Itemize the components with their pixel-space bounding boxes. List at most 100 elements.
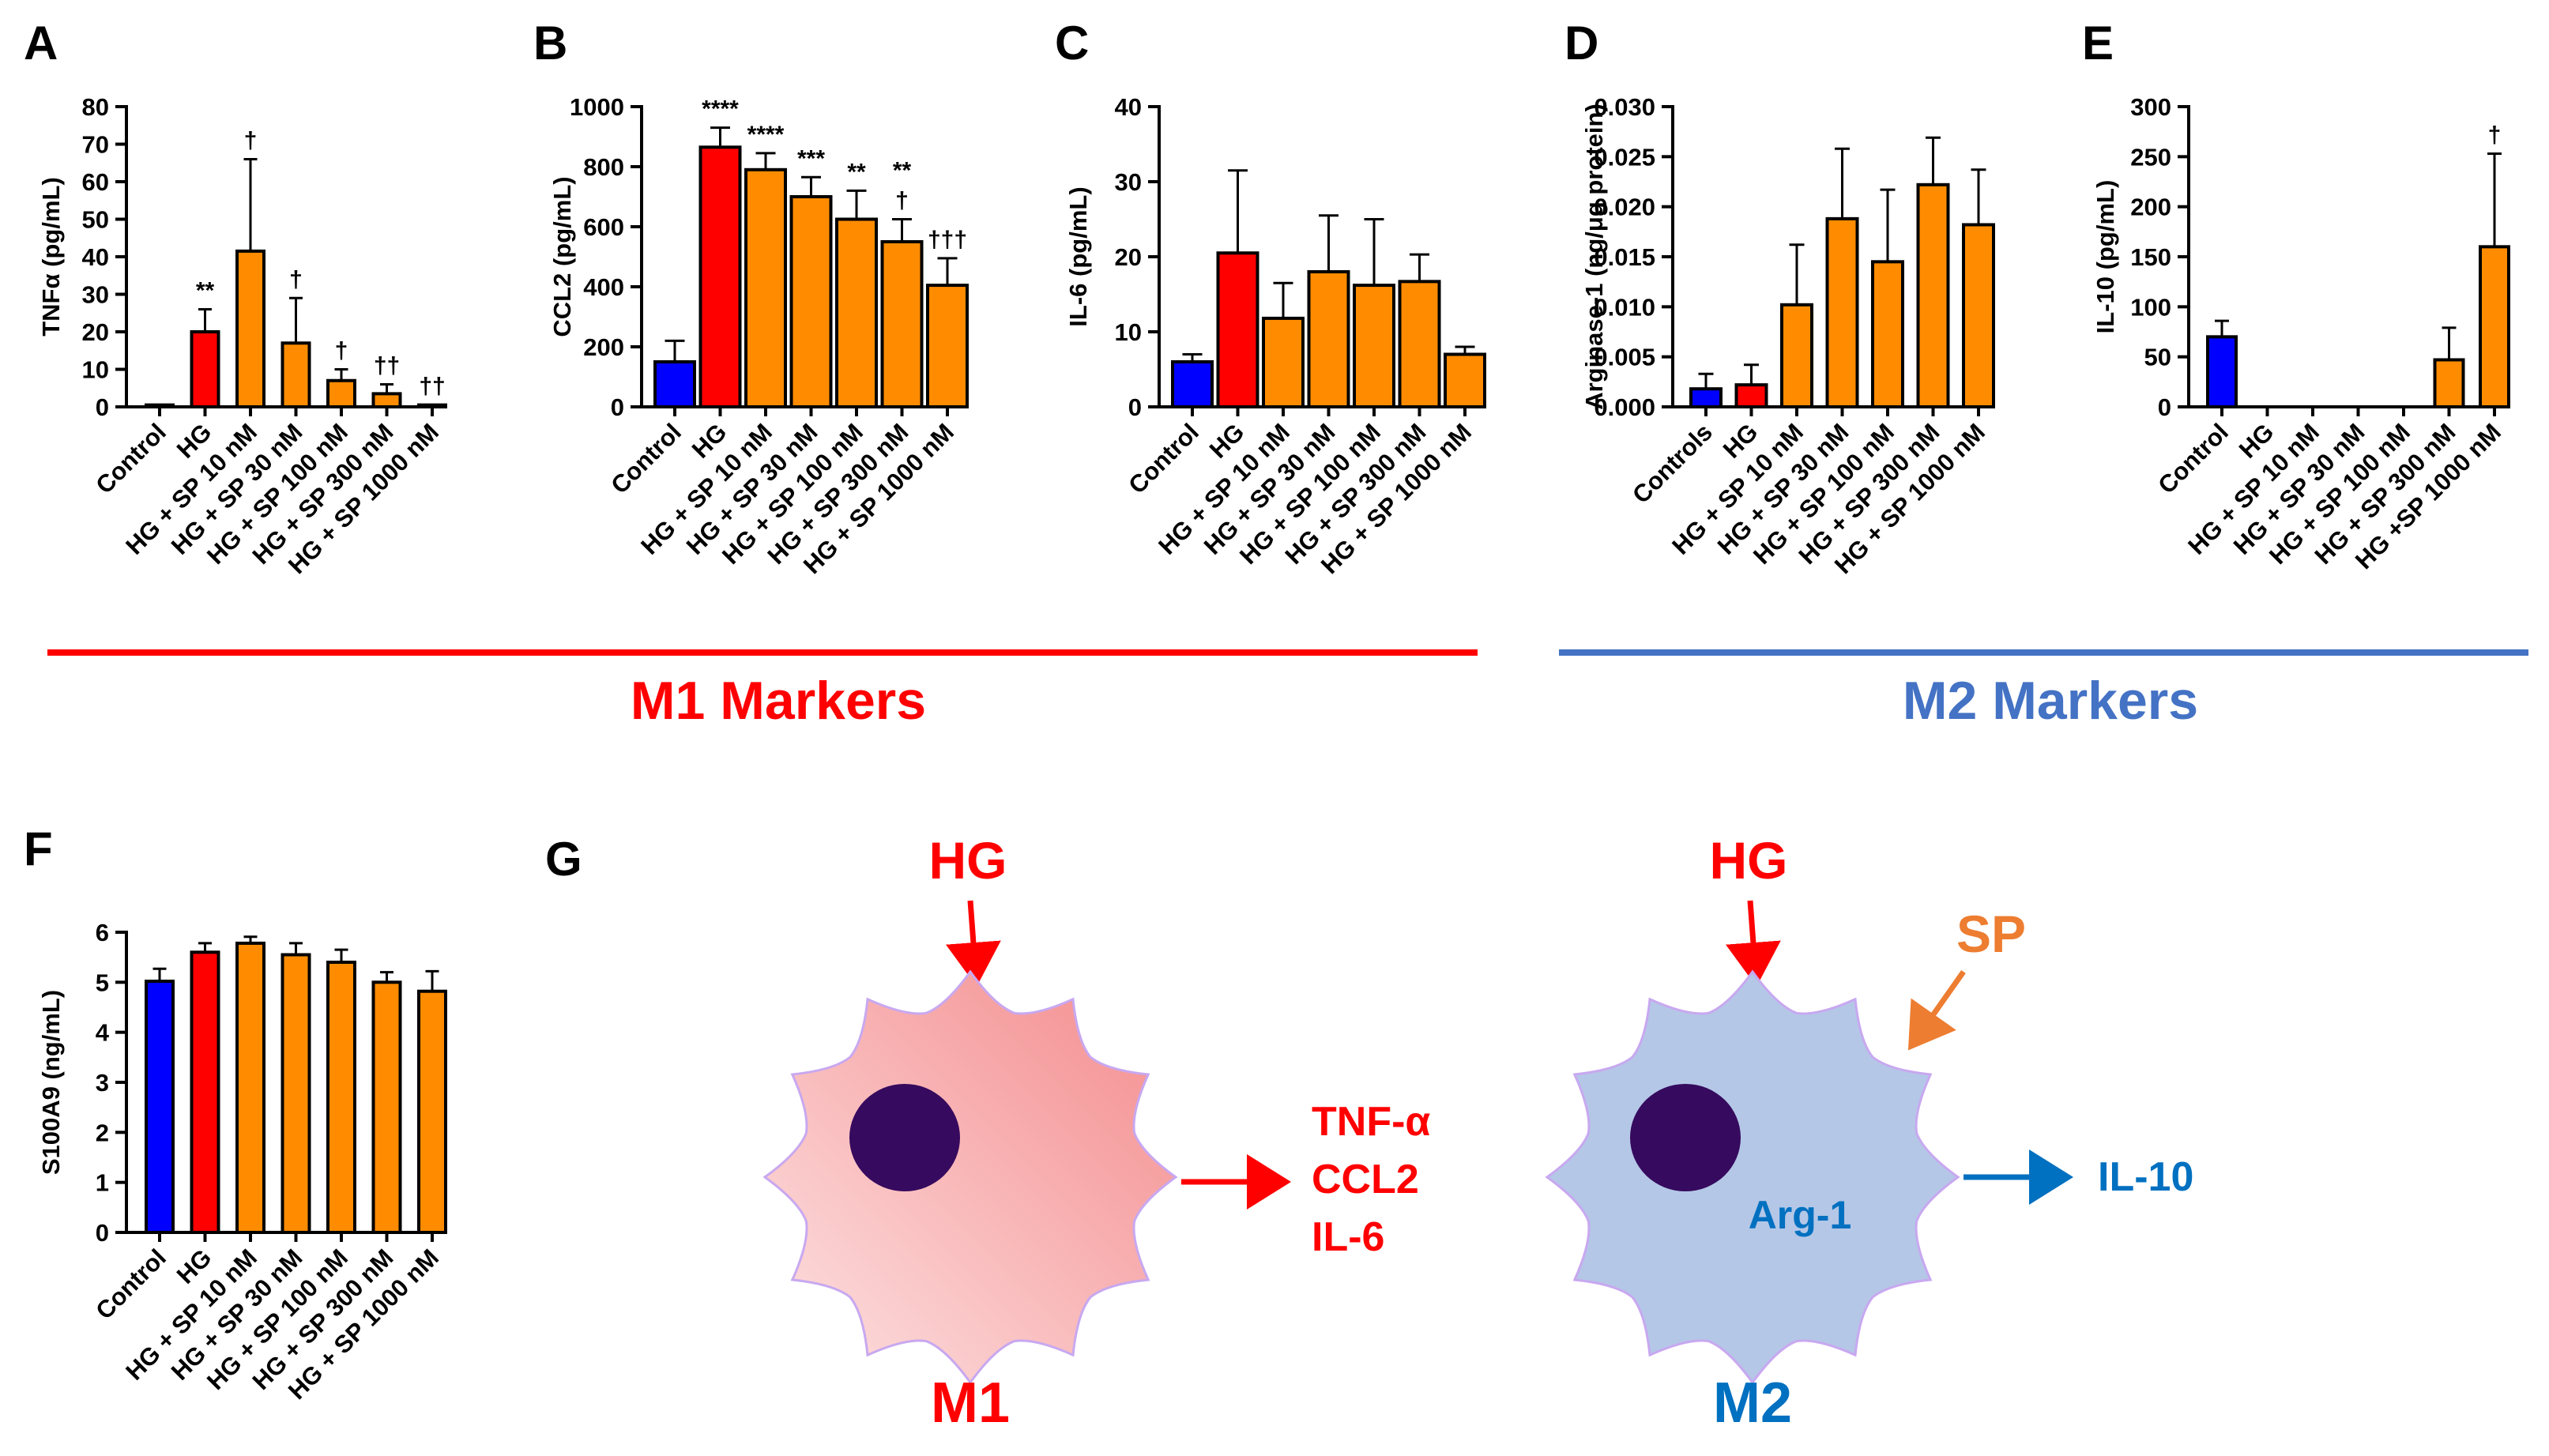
panel-d-category-label: Controls <box>1627 418 1718 509</box>
panel-e-ylabel: IL-10 (pg/mL) <box>2092 180 2119 334</box>
panel-a-bar <box>371 392 402 408</box>
panel-b-significance: ** <box>893 158 912 184</box>
panel-f-ytick-label: 1 <box>96 1169 109 1197</box>
panel-a-ytick-label: 10 <box>82 356 109 384</box>
panel-b-ytick-label: 0 <box>611 393 624 421</box>
panel-e-ytick-label: 0 <box>2158 393 2171 421</box>
panel-b-ytick-label: 1000 <box>570 93 624 121</box>
panel-c-bar <box>1216 251 1259 408</box>
panel-f-bar <box>326 961 356 1234</box>
panel-a-ytick-label: 20 <box>82 318 109 346</box>
panel-d-bar <box>1734 383 1768 408</box>
panel-d-bar <box>1871 260 1904 409</box>
panel-b-significance: **** <box>702 96 739 122</box>
panel-e-significance: † <box>2488 122 2502 149</box>
panel-c-ylabel: IL-6 (pg/mL) <box>1064 186 1092 326</box>
panel-c-bar <box>1262 316 1305 408</box>
panel-f-bar <box>371 980 402 1235</box>
panel-f-ylabel: S100A9 (ng/mL) <box>37 990 65 1175</box>
panel-b-significance: **** <box>747 122 785 148</box>
panel-a-ytick-label: 30 <box>82 281 109 309</box>
panel-a-bar <box>145 403 175 408</box>
panel-a-ytick-label: 0 <box>96 393 109 421</box>
panel-d-ylabel: Arginase-1 (ng/μg protein) <box>1580 103 1608 410</box>
panel-e-ytick-label: 100 <box>2130 293 2171 321</box>
panel-f-bar <box>235 941 265 1235</box>
m2-output-il10: IL-10 <box>2098 1154 2193 1200</box>
m2-markers-label: M2 Markers <box>1903 671 2198 731</box>
panel-c-category-label: Control <box>1123 418 1204 499</box>
panel-c-bar <box>1171 360 1214 408</box>
panel-e-ytick-label: 50 <box>2144 344 2171 371</box>
panel-b-significance: ** <box>847 159 866 185</box>
panel-e-ytick-label: 200 <box>2130 194 2171 221</box>
panel-d-ytick-label: 0.020 <box>1594 194 1655 221</box>
panel-a-ylabel: TNFα (pg/mL) <box>37 177 65 337</box>
panel-d-ytick-label: 0.005 <box>1594 344 1655 371</box>
panel-c-ytick-label: 20 <box>1115 243 1142 271</box>
m2-arg1-label: Arg-1 <box>1749 1193 1852 1237</box>
panel-f-letter: F <box>24 822 53 875</box>
panel-e-ytick-label: 300 <box>2130 93 2171 121</box>
panel-d-ytick-label: 0.010 <box>1594 293 1655 321</box>
panel-c-ytick-label: 0 <box>1128 393 1142 421</box>
panel-f-ytick-label: 5 <box>96 969 109 996</box>
panel-d-letter: D <box>1564 17 1598 70</box>
panel-f-ytick-label: 3 <box>96 1069 109 1097</box>
panel-b-ytick-label: 200 <box>583 333 624 361</box>
m2-hg-arrow <box>1726 900 1781 987</box>
panel-f-bar <box>417 989 447 1234</box>
m1-macrophage-cell <box>762 969 1178 1385</box>
panel-c-letter: C <box>1055 17 1089 70</box>
panel-b-significance: *** <box>797 145 825 171</box>
panel-b-bar <box>880 240 924 408</box>
m1-output-tnfa: TNF-α <box>1312 1099 1430 1145</box>
panel-a-ytick-label: 50 <box>82 206 109 234</box>
m1-output-ccl2: CCL2 <box>1312 1157 1419 1202</box>
panel-b-ytick-label: 800 <box>583 153 624 181</box>
panel-a-significance: ** <box>196 278 215 304</box>
panel-c-bar <box>1307 270 1350 408</box>
panel-d-ytick-label: 0.000 <box>1594 393 1655 421</box>
panel-c-bar <box>1398 280 1441 408</box>
panel-b-ytick-label: 400 <box>583 273 624 301</box>
panel-e-letter: E <box>2082 17 2114 70</box>
panel-d-bar <box>1962 223 1995 409</box>
panel-b-bar <box>744 167 787 409</box>
panel-e-ytick-label: 150 <box>2130 243 2171 271</box>
panel-a-bar <box>281 341 311 408</box>
panel-b-letter: B <box>533 17 567 70</box>
m2-cell-label: M2 <box>1713 1371 1792 1435</box>
panel-a-ytick-label: 70 <box>82 131 109 159</box>
panel-d-bar <box>1825 216 1859 408</box>
m1-nucleus <box>849 1084 960 1191</box>
panel-b-ylabel: CCL2 (pg/mL) <box>548 176 576 337</box>
panel-a-bar <box>326 378 356 408</box>
panel-f-category-label: Control <box>90 1243 171 1325</box>
m1-markers-label: M1 Markers <box>631 671 926 731</box>
panel-f-ytick-label: 0 <box>96 1219 109 1247</box>
panel-a-letter: A <box>24 17 58 70</box>
m1-cell-label: M1 <box>931 1371 1010 1435</box>
panel-e-ytick-label: 250 <box>2130 143 2171 171</box>
panel-a-significance: †† <box>374 353 400 379</box>
m2-nucleus <box>1630 1084 1741 1191</box>
panel-b-category-label: Control <box>605 418 687 499</box>
m2-sp-label: SP <box>1956 905 2026 963</box>
panel-f-ytick-label: 4 <box>96 1019 110 1047</box>
panel-b-ytick-label: 600 <box>583 213 624 241</box>
panel-label-g: G <box>545 833 582 886</box>
panel-a-bar <box>190 330 220 408</box>
panel-f-bar <box>281 953 311 1234</box>
panel-b-bar <box>926 284 969 408</box>
panel-b-significance: † <box>895 188 909 214</box>
chart-panel-d: D Arginase-1 (ng/μg protein)0.000 0.005 0.0… <box>1564 17 1995 579</box>
panel-a-ytick-label: 40 <box>82 243 109 271</box>
panel-a-ytick-label: 60 <box>82 168 109 196</box>
panel-a-ytick-label: 80 <box>82 93 109 121</box>
panel-b-bar <box>698 145 742 409</box>
